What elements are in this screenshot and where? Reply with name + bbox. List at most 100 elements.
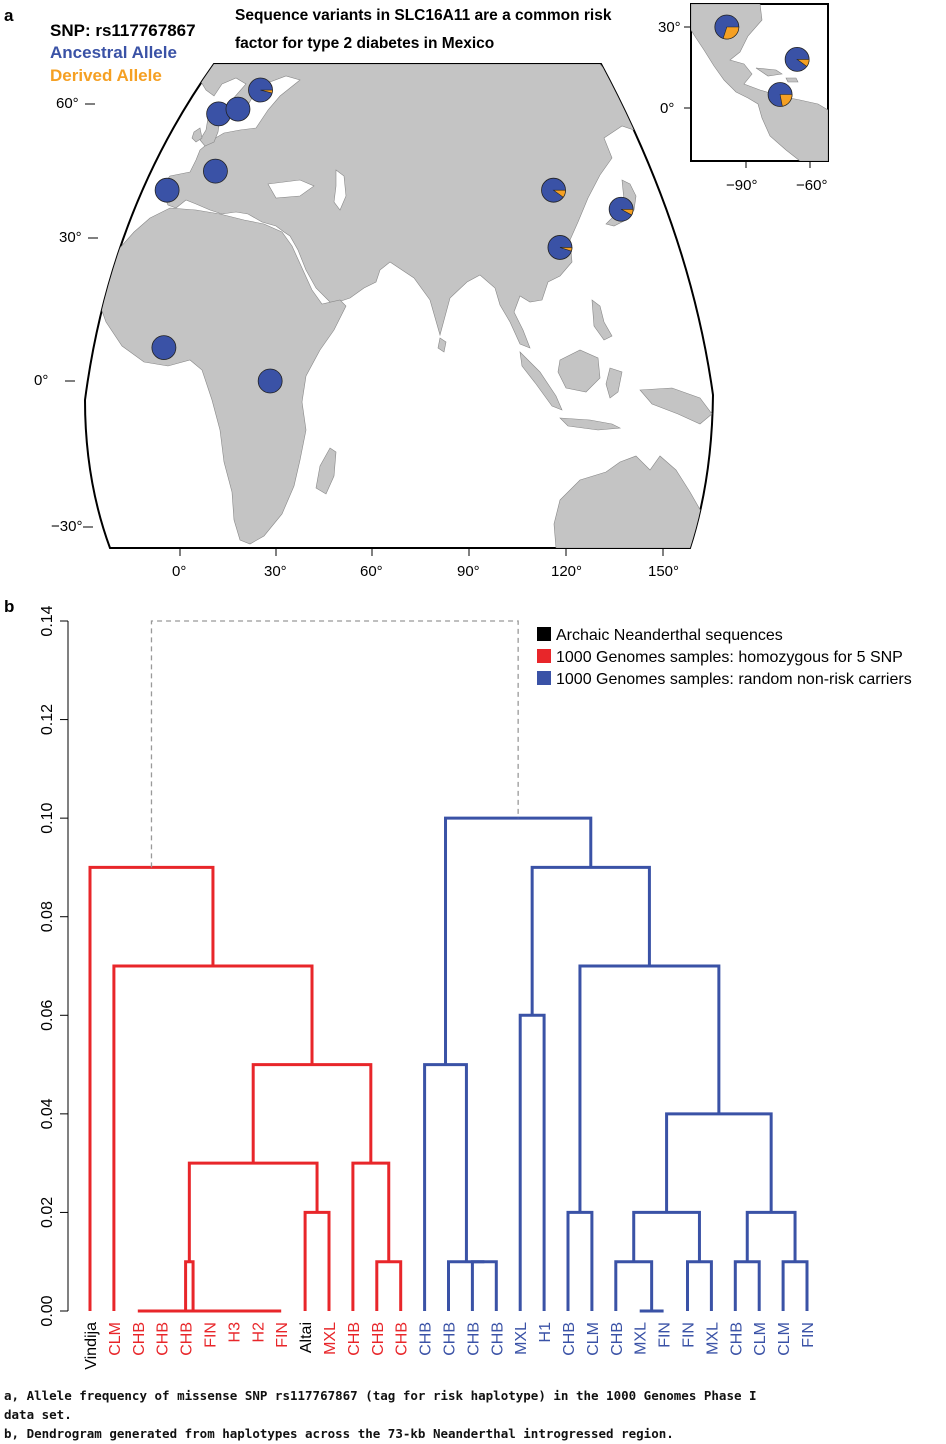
map-panel: 60° 30° 0° −30° 0° 30° 60° 90° 120° 150° xyxy=(34,3,829,580)
leaf-label: H1 xyxy=(537,1322,554,1343)
y-tick-label: 0.12 xyxy=(39,704,56,735)
y-tick-label: 0.00 xyxy=(39,1295,56,1326)
leaf-labels: Vindija CLM CHB CHB CHB FIN H3 H2 FIN Altai MXL CHB… xyxy=(83,1322,817,1370)
tree-branch xyxy=(444,816,593,1065)
land-masses xyxy=(97,64,713,548)
caption-line-3: b, Dendrogram generated from haplotypes … xyxy=(4,1426,674,1441)
pie-derived-slice xyxy=(620,208,634,216)
pie-derived-slice xyxy=(559,247,573,252)
tree-branch xyxy=(184,1260,195,1311)
pie-derived-slice xyxy=(779,94,793,107)
leaf-label: CHB xyxy=(346,1322,363,1356)
y-tick-label: 0.06 xyxy=(39,1000,56,1031)
tree-branch xyxy=(578,964,721,1213)
leaf-label: CLM xyxy=(776,1322,793,1356)
y-tick-label: 0.14 xyxy=(39,605,56,636)
leaf-label: FIN xyxy=(657,1322,674,1348)
africa-landmass xyxy=(97,207,347,545)
inset-lon-tick-label: −60° xyxy=(796,177,827,194)
y-axis: 0.00 0.02 0.04 0.06 0.08 0.10 0.12 0.14 xyxy=(39,605,69,1327)
tree-branch xyxy=(665,1112,773,1213)
pie-derived-slice xyxy=(260,89,273,94)
dendrogram-panel: 0.00 0.02 0.04 0.06 0.08 0.10 0.12 0.14 Vindija… xyxy=(39,605,912,1369)
leaf-label: MXL xyxy=(633,1322,650,1355)
tree-branch xyxy=(470,1260,498,1311)
dendrogram-tree xyxy=(88,620,809,1313)
dendrogram-legend: Archaic Neanderthal sequences 1000 Genom… xyxy=(537,627,912,688)
tree-branch xyxy=(566,1210,594,1311)
leaf-label: Vindija xyxy=(83,1322,100,1370)
tree-branch xyxy=(745,1210,797,1262)
leaf-label: MXL xyxy=(322,1322,339,1355)
map-title-line2: factor for type 2 diabetes in Mexico xyxy=(235,35,494,52)
pie-ancestral-slice xyxy=(151,335,177,361)
tree-branch xyxy=(447,1260,485,1311)
inset-lat-tick-label: 30° xyxy=(658,19,681,36)
population-pie xyxy=(154,177,180,203)
caption-line-1: a, Allele frequency of missense SNP rs11… xyxy=(4,1388,757,1403)
tree-branch xyxy=(251,1063,373,1164)
leaf-label: CHB xyxy=(370,1322,387,1356)
leaf-label: CHB xyxy=(728,1322,745,1356)
tree-branch xyxy=(614,1260,654,1311)
americas-landmass xyxy=(691,4,828,161)
leaf-label: CLM xyxy=(752,1322,769,1356)
pie-ancestral-slice xyxy=(203,158,228,184)
pie-derived-slice xyxy=(796,59,810,67)
lat-tick-label: 0° xyxy=(34,372,48,389)
population-pie xyxy=(767,82,793,107)
inset-map: 30° 0° −90° −60° xyxy=(658,3,829,194)
population-pies xyxy=(151,14,810,394)
caption-line-2: data set. xyxy=(4,1407,72,1422)
legend-ancestral: Ancestral Allele xyxy=(50,43,177,62)
y-tick-label: 0.10 xyxy=(39,802,56,833)
population-pie xyxy=(257,368,283,394)
leaf-label: H3 xyxy=(226,1322,243,1343)
leaf-label: CLM xyxy=(585,1322,602,1356)
leaf-label: CHB xyxy=(465,1322,482,1356)
y-tick-label: 0.02 xyxy=(39,1197,56,1228)
leaf-label: CHB xyxy=(394,1322,411,1356)
pie-ancestral-slice xyxy=(225,96,251,122)
lon-tick-label: 60° xyxy=(360,563,383,580)
leaf-label: CLM xyxy=(107,1322,124,1356)
population-pie xyxy=(541,177,566,203)
leaf-label: MXL xyxy=(704,1322,721,1355)
leaf-label: H2 xyxy=(250,1322,267,1343)
lon-tick-label: 0° xyxy=(172,563,186,580)
leaf-label: CHB xyxy=(609,1322,626,1356)
eurasia-landmass xyxy=(159,64,651,349)
population-pie xyxy=(225,96,251,122)
pie-ancestral-slice xyxy=(154,177,180,203)
tree-branch xyxy=(781,1260,809,1311)
pie-derived-slice xyxy=(722,26,740,40)
legend-derived: Derived Allele xyxy=(50,66,162,85)
tree-branch xyxy=(518,1013,546,1311)
legend-label-nonrisk: 1000 Genomes samples: random non-risk ca… xyxy=(556,671,912,688)
philippines-landmass xyxy=(591,299,613,341)
inset-lon-tick-label: −90° xyxy=(726,177,757,194)
population-pie xyxy=(203,158,228,184)
tree-branch xyxy=(423,1063,468,1311)
legend-label-archaic: Archaic Neanderthal sequences xyxy=(556,627,783,644)
lon-tick-label: 30° xyxy=(264,563,287,580)
leaf-label: Altai xyxy=(298,1322,315,1353)
tree-branch xyxy=(187,1161,319,1262)
lon-tick-label: 150° xyxy=(648,563,679,580)
leaf-label: MXL xyxy=(513,1322,530,1355)
population-pie xyxy=(547,235,573,260)
madagascar-landmass xyxy=(315,447,337,495)
lat-tick-label: −30° xyxy=(51,518,82,535)
tree-branch xyxy=(686,1260,713,1311)
leaf-label: CHB xyxy=(155,1322,172,1356)
pie-derived-slice xyxy=(552,189,566,198)
panel-b-letter: b xyxy=(4,597,14,616)
legend-swatch-archaic xyxy=(537,627,551,641)
leaf-label: FIN xyxy=(203,1322,220,1348)
legend-swatch-nonrisk xyxy=(537,671,551,685)
population-pie xyxy=(248,77,273,103)
lon-tick-label: 120° xyxy=(551,563,582,580)
leaf-label: CHB xyxy=(442,1322,459,1356)
panel-a-letter: a xyxy=(4,6,14,25)
indonesia-landmass xyxy=(519,349,713,431)
